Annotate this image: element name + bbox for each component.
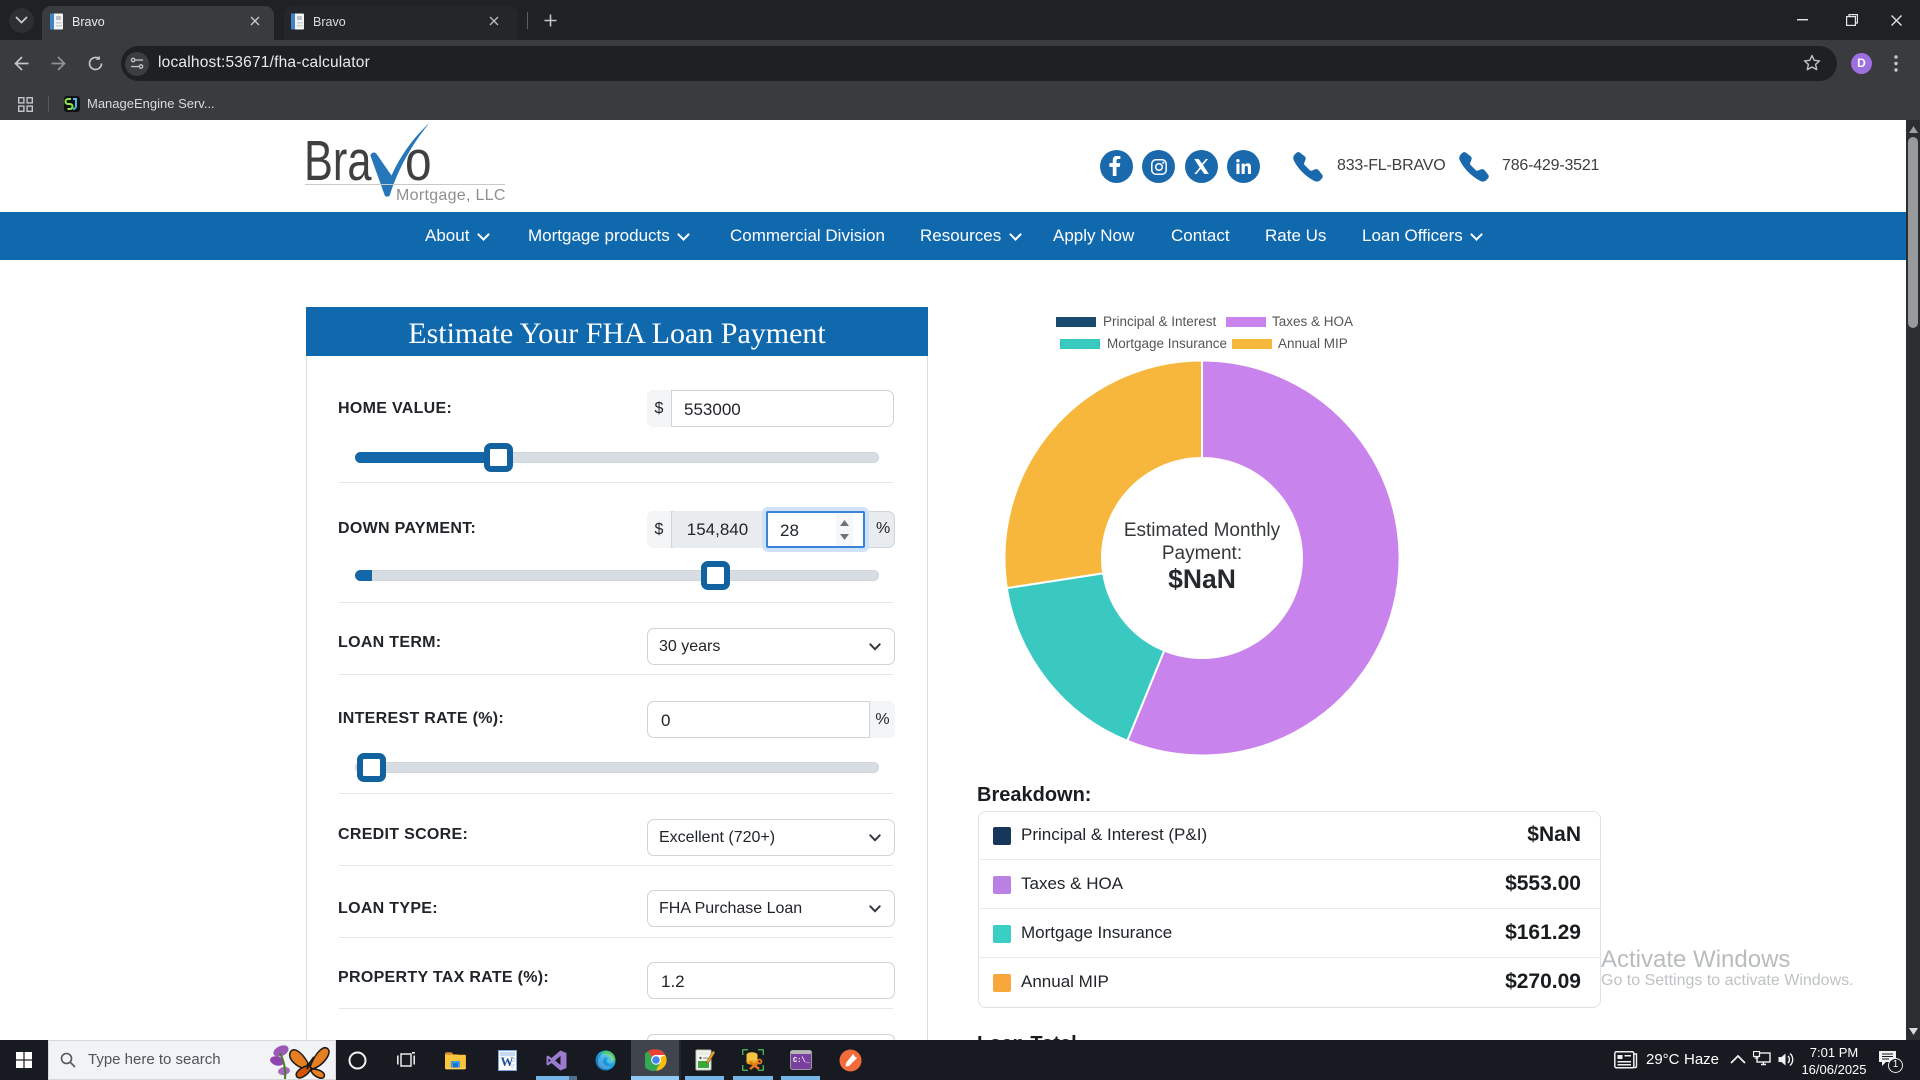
- svg-text:W: W: [500, 1054, 513, 1069]
- svg-text:C:\_: C:\_: [793, 1057, 811, 1065]
